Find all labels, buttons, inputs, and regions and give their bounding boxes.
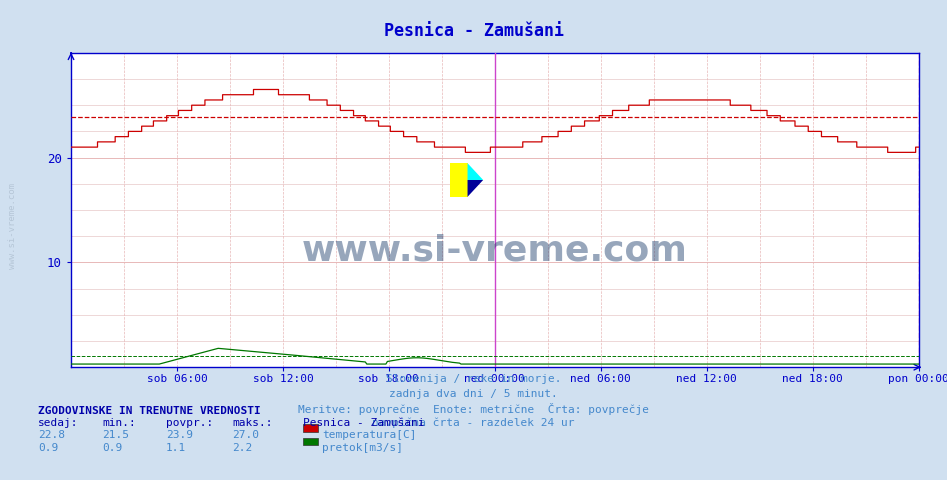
Text: navpična črta - razdelek 24 ur: navpična črta - razdelek 24 ur	[372, 418, 575, 428]
Text: 21.5: 21.5	[102, 430, 130, 440]
Text: temperatura[C]: temperatura[C]	[322, 430, 417, 440]
Text: min.:: min.:	[102, 418, 136, 428]
Text: pretok[m3/s]: pretok[m3/s]	[322, 443, 403, 453]
Text: sedaj:: sedaj:	[38, 418, 79, 428]
Text: www.si-vreme.com: www.si-vreme.com	[302, 234, 688, 268]
Text: 0.9: 0.9	[38, 443, 58, 453]
Text: 2.2: 2.2	[232, 443, 252, 453]
Text: 27.0: 27.0	[232, 430, 259, 440]
Text: maks.:: maks.:	[232, 418, 273, 428]
Text: 22.8: 22.8	[38, 430, 65, 440]
Text: 23.9: 23.9	[166, 430, 193, 440]
Text: zadnja dva dni / 5 minut.: zadnja dva dni / 5 minut.	[389, 389, 558, 399]
Text: Slovenija / reke in morje.: Slovenija / reke in morje.	[385, 374, 562, 384]
Text: Pesnica - Zamušani: Pesnica - Zamušani	[303, 418, 424, 428]
Text: 1.1: 1.1	[166, 443, 186, 453]
Text: 0.9: 0.9	[102, 443, 122, 453]
Text: www.si-vreme.com: www.si-vreme.com	[8, 182, 17, 269]
Text: povpr.:: povpr.:	[166, 418, 213, 428]
Text: ZGODOVINSKE IN TRENUTNE VREDNOSTI: ZGODOVINSKE IN TRENUTNE VREDNOSTI	[38, 406, 260, 416]
Text: Pesnica - Zamušani: Pesnica - Zamušani	[384, 22, 563, 40]
Text: Meritve: povprečne  Enote: metrične  Črta: povprečje: Meritve: povprečne Enote: metrične Črta:…	[298, 403, 649, 415]
